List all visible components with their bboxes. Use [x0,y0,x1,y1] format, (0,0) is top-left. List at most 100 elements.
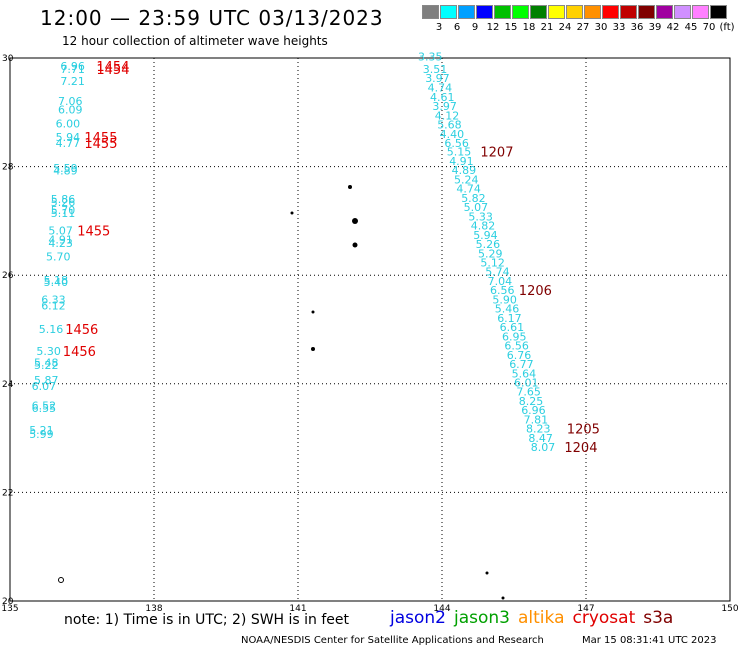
lat-tick-label: 20 [2,597,14,607]
satellite-legend: jason2 jason3 altika cryosat s3a [390,608,681,628]
island-mark [311,310,315,314]
legend-cryosat: cryosat [572,608,636,628]
lat-tick-label: 26 [2,271,14,281]
pass-time-label: 1456 [63,345,96,360]
wave-height-value: 5.15 [447,146,472,159]
pass-time-label: 1455 [84,131,117,146]
pass-time-label: 1454 [96,60,129,75]
wave-height-value: 4.74 [428,82,453,95]
colorbar-label: 24 [558,22,572,33]
colorbar-label: 15 [504,22,518,33]
lat-tick-label: 30 [2,54,14,64]
colorbar-swatch [566,5,583,19]
wave-height-value: 6.77 [509,358,534,371]
wave-height-value: 6.07 [32,380,56,393]
colorbar-swatch [494,5,511,19]
colorbar-label: 45 [684,22,698,33]
legend-jason2: jason2 [390,608,446,628]
colorbar-label: 21 [540,22,554,33]
colorbar-swatch [692,5,709,19]
pass-time-label: 1455 [84,137,117,152]
wave-height-value: 5.90 [492,293,517,306]
colorbar-swatch [476,5,493,19]
wave-height-value: 5.40 [44,276,69,289]
wave-height-value: 8.23 [526,423,551,436]
colorbar-label: 6 [453,22,461,33]
wave-height-value: 5.29 [478,247,503,260]
lat-tick-label: 28 [2,163,14,173]
colorbar-swatch [602,5,619,19]
colorbar-swatch [584,5,601,19]
map-frame [9,57,731,602]
wave-height-value: 6.95 [502,330,527,343]
pass-time-label: 1207 [480,146,513,161]
wave-height-value: 4.23 [48,237,73,250]
pass-time-labels: 1454145414551455145514561456120712061205… [63,60,600,456]
pass-time-label: 1204 [564,441,597,456]
wave-height-value: 5.59 [53,162,77,175]
credit-line: NOAA/NESDIS Center for Satellite Applica… [241,635,544,646]
colorbar-label: 70 [702,22,716,33]
wave-height-value: 5.22 [34,359,59,372]
wave-height-value: 4.91 [48,234,73,247]
wave-height-value: 6.33 [41,293,65,306]
wave-height-value: 5.18 [44,274,69,287]
island-mark [311,347,315,351]
wave-height-value: 5.82 [461,192,486,205]
wave-height-value: 7.81 [524,413,549,426]
wave-height-labels: 6.967.717.217.066.096.005.944.775.594.89… [29,51,555,454]
colorbar-label: (ft) [719,22,735,33]
colorbar-swatch [710,5,727,19]
colorbar-swatch [656,5,673,19]
lon-tick-label: 144 [433,604,450,614]
wave-height-value: 5.12 [480,257,505,270]
wave-height-value: 7.21 [60,75,85,88]
island-mark [348,185,352,189]
colorbar-swatch [674,5,691,19]
wave-height-value: 7.06 [58,95,83,108]
wave-height-value: 4.82 [471,220,496,233]
colorbar-label: 18 [522,22,536,33]
wave-height-value: 5.74 [485,266,510,279]
wave-height-value: 8.47 [528,432,553,445]
wave-height-value: 5.26 [51,196,76,209]
colorbar-swatch [458,5,475,19]
wave-height-value: 3.35 [418,51,443,64]
island-markers [58,185,505,600]
wave-height-value: 6.12 [41,299,65,312]
wave-height-value: 6.09 [58,103,83,116]
wave-height-value: 4.61 [430,91,455,104]
wave-height-value: 6.56 [444,137,469,150]
lat-tick-label: 24 [2,380,14,390]
pass-time-label: 1454 [96,63,129,78]
wave-height-value: 4.89 [53,165,77,178]
lon-tick-label: 138 [145,604,162,614]
wave-height-value: 4.91 [449,155,474,168]
colorbar-label: 12 [486,22,500,33]
island-mark [501,596,505,600]
legend-altika: altika [518,608,565,628]
colorbar-label: 33 [612,22,626,33]
pass-time-label: 1205 [567,423,600,438]
island-mark [290,211,294,215]
lon-tick-label: 147 [577,604,594,614]
wave-height-value: 5.70 [51,204,76,217]
wave-height-value: 5.87 [34,374,59,387]
wave-height-value: 5.26 [476,238,501,251]
colorbar-label: 27 [576,22,590,33]
wave-height-value: 6.96 [521,404,546,417]
colorbar-label: 36 [630,22,644,33]
wave-height-value: 7.71 [60,63,85,76]
colorbar-swatch [620,5,637,19]
colorbar-swatch [440,5,457,19]
wave-height-value: 3.97 [425,72,450,85]
colorbar-swatch [638,5,655,19]
colorbar-swatch [548,5,565,19]
wave-height-value: 4.12 [435,109,460,122]
map-title: 12:00 — 23:59 UTC 03/13/2023 [40,6,384,30]
wave-height-value: 7.04 [488,275,512,288]
pass-time-label: 1206 [519,284,552,299]
wave-height-value: 6.56 [490,284,515,297]
lon-tick-label: 135 [1,604,18,614]
